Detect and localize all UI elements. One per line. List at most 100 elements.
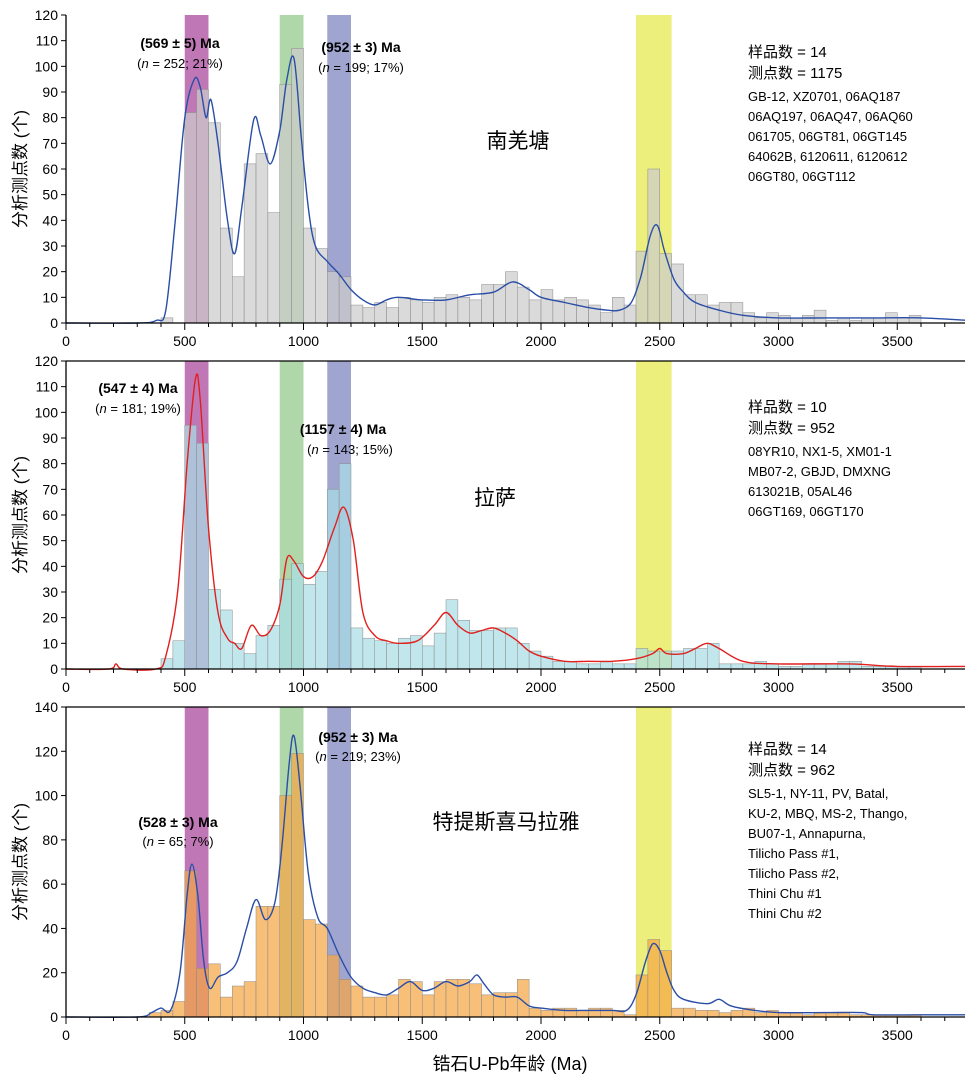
histogram-bar	[517, 286, 530, 324]
y-tick-label: 120	[35, 7, 59, 23]
histogram-bar	[398, 297, 411, 324]
sample-list-line: MB07-2, GBJD, DMXNG	[748, 464, 891, 479]
y-tick-label: 140	[35, 699, 59, 715]
peak-stat-text: = 181; 19%)	[107, 401, 181, 416]
histogram-bar	[243, 981, 257, 1018]
peak-label: (952 ± 3) Ma	[321, 39, 400, 55]
y-tick-label: 80	[42, 832, 58, 848]
peak-n: n	[320, 749, 327, 764]
density-curve	[65, 373, 965, 671]
x-tick-label: 2500	[644, 333, 675, 349]
panel-top: 0 10 20 30 40 50 60 70 80 90 100 110 120 0 500 1000 150…	[11, 7, 965, 349]
x-axis-label: 锆石U-Pb年龄 (Ma)	[432, 1054, 587, 1074]
histogram-bar	[422, 645, 435, 670]
histogram-bar	[837, 661, 850, 670]
x-tick-label: 3000	[763, 333, 794, 349]
x-tick-label: 1000	[288, 333, 319, 349]
x-tick-label: 1000	[288, 1027, 319, 1043]
histogram-bar	[707, 1010, 720, 1018]
histogram-bar	[445, 599, 459, 670]
x-tick-label: 2000	[525, 679, 556, 695]
y-tick-label: 60	[42, 161, 58, 177]
histogram-bar	[291, 753, 304, 1018]
panel-middle: 0 10 20 30 40 50 60 70 80 90 100 110 120 0 500 1000 150…	[11, 353, 965, 695]
histogram-bar	[659, 253, 672, 324]
sample-list-line: 06GT80, 06GT112	[748, 169, 855, 184]
histogram-bar	[695, 294, 708, 324]
y-tick-label: 50	[42, 187, 58, 203]
histogram-bar	[517, 643, 530, 670]
panel-bottom: 0 20 40 60 80 100 120 140 0 500 1000 1500 2000 2500 3…	[11, 699, 965, 1074]
x-ticks: 0 500 1000 1500 2000 2500 3000 3500	[62, 1017, 946, 1043]
histogram-bar	[528, 299, 542, 324]
y-tick-label: 40	[42, 920, 58, 936]
y-tick-label: 0	[50, 661, 58, 677]
peak-stat-text: = 219; 23%)	[327, 749, 401, 764]
peak-stat-text: = 65; 7%)	[154, 834, 214, 849]
histogram-bar	[730, 302, 744, 324]
x-tick-label: 3500	[882, 1027, 913, 1043]
y-tick-label: 80	[42, 110, 58, 126]
point-count: 测点数 = 952	[748, 420, 835, 437]
peak-label: (569 ± 5) Ma	[140, 35, 219, 51]
y-tick-label: 20	[42, 264, 58, 280]
histogram-bar	[528, 1007, 542, 1018]
histogram-bar	[766, 663, 779, 670]
histogram-bar	[754, 1012, 767, 1018]
y-axis-label: 分析测点数 (个)	[11, 110, 30, 228]
histogram-bar	[315, 923, 328, 1018]
y-ticks: 0 20 40 60 80 100 120 140	[35, 699, 66, 1025]
peak-stat-text: = 143; 15%)	[319, 442, 393, 457]
sample-list-line: 08YR10, NX1-5, XM01-1	[748, 444, 892, 459]
histogram-bar	[623, 663, 637, 670]
sample-count: 样品数 = 10	[748, 399, 827, 416]
histogram-bar	[220, 996, 233, 1018]
histogram-bar	[410, 299, 423, 324]
histogram-bar	[873, 317, 886, 324]
x-tick-label: 2000	[525, 1027, 556, 1043]
histogram-bar	[540, 1010, 554, 1018]
histogram-bar	[730, 1010, 744, 1018]
y-tick-label: 0	[50, 1009, 58, 1025]
histogram-bar	[505, 271, 518, 324]
histogram-bar	[552, 299, 565, 324]
x-tick-label: 1000	[288, 679, 319, 695]
y-tick-label: 20	[42, 610, 58, 626]
histogram-bar	[671, 263, 684, 324]
histogram-bar	[255, 635, 269, 670]
peak-stats: (n = 199; 17%)	[318, 60, 404, 75]
peak-label: (1157 ± 4) Ma	[300, 421, 386, 437]
histogram-bar	[576, 663, 589, 670]
point-count: 测点数 = 962	[748, 762, 835, 779]
peak-stats: (n = 252; 21%)	[137, 56, 223, 71]
histogram-bar	[327, 489, 340, 670]
y-ticks: 0 10 20 30 40 50 60 70 80 90 100 110 120	[35, 7, 66, 331]
sample-list-line: Thini Chu #1	[748, 886, 822, 901]
x-tick-label: 0	[62, 679, 70, 695]
histogram-bar	[742, 312, 755, 324]
histogram-bar	[908, 315, 922, 324]
sample-list-line: GB-12, XZ0701, 06AQ187	[748, 89, 900, 104]
histogram-bar	[457, 297, 470, 324]
histogram-bar	[588, 663, 601, 670]
y-tick-label: 80	[42, 456, 58, 472]
x-tick-label: 0	[62, 333, 70, 349]
histogram-bar	[196, 89, 209, 324]
y-tick-label: 60	[42, 507, 58, 523]
histogram-bar	[327, 271, 340, 324]
histogram-bar	[778, 315, 791, 324]
histogram-bar	[220, 609, 233, 670]
histogram-bar	[232, 276, 245, 324]
histogram-bar	[386, 643, 399, 670]
x-ticks: 0 500 1000 1500 2000 2500 3000 3500	[62, 323, 946, 349]
y-tick-label: 10	[42, 289, 58, 305]
histogram-bar	[825, 663, 839, 670]
y-tick-label: 120	[35, 743, 59, 759]
age-band	[636, 361, 672, 669]
histogram-bar	[564, 661, 577, 670]
y-tick-label: 40	[42, 558, 58, 574]
x-tick-label: 3000	[763, 679, 794, 695]
sample-list-line: 613021B, 05AL46	[748, 484, 852, 499]
y-tick-label: 120	[35, 353, 59, 369]
y-tick-label: 110	[36, 33, 59, 49]
